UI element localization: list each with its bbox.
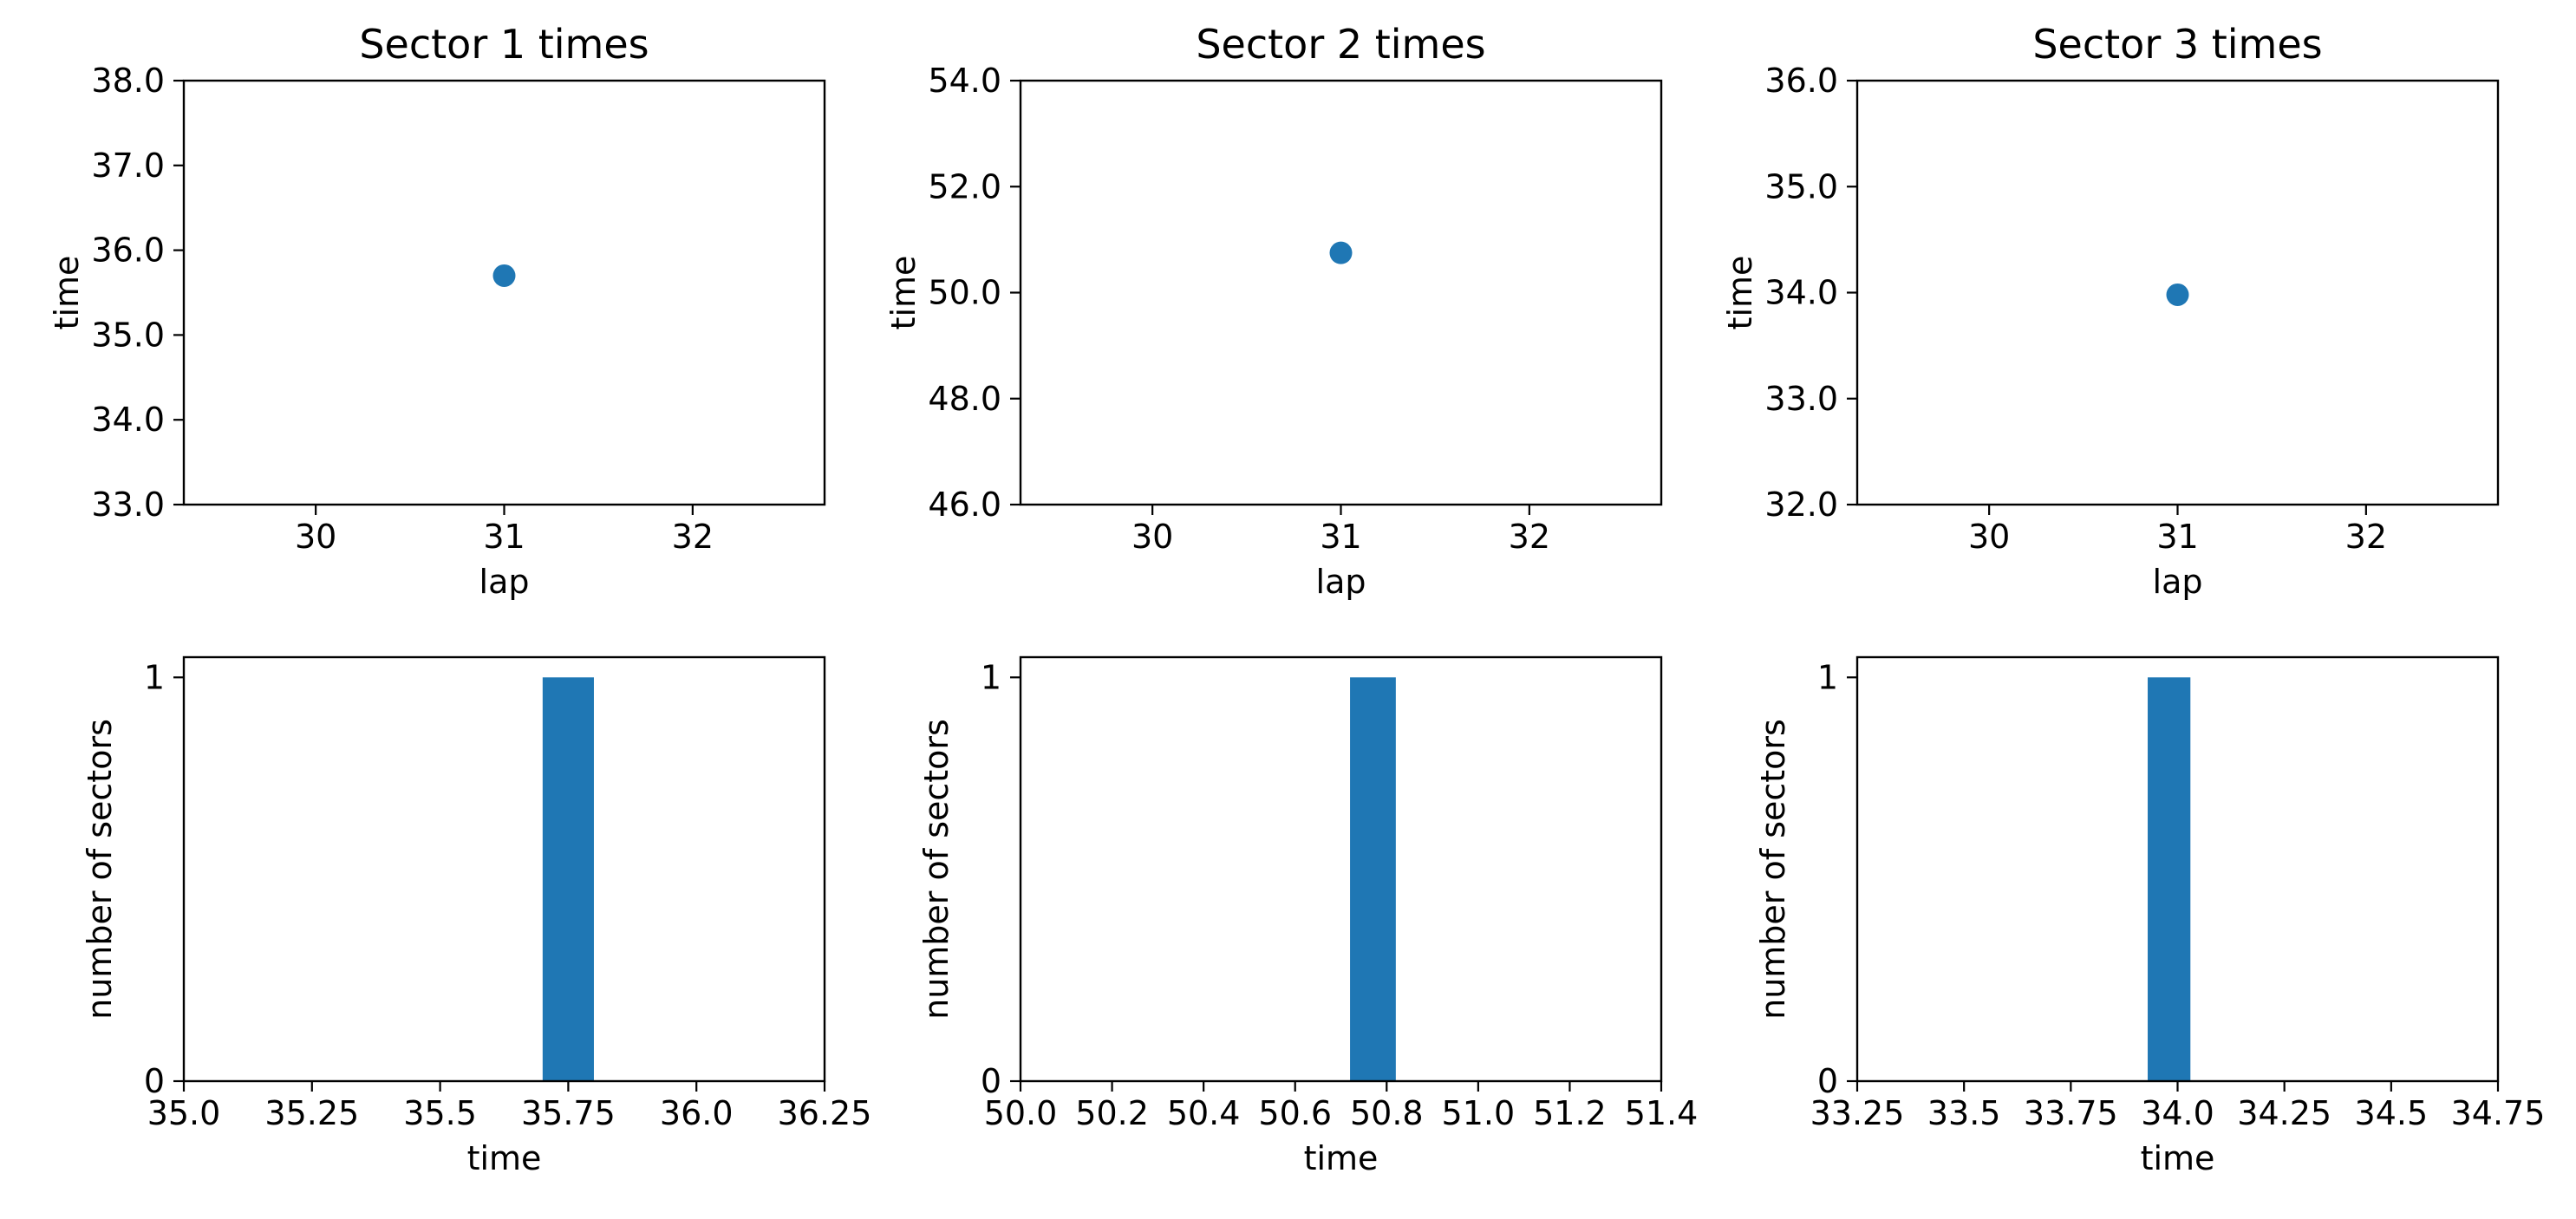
y-tick-label: 54.0	[928, 62, 1001, 100]
scatter-point	[1329, 241, 1353, 264]
x-tick-label: 35.25	[264, 1094, 359, 1132]
y-tick-label: 38.0	[91, 62, 165, 100]
x-axis-label: lap	[479, 563, 530, 601]
y-tick-label: 46.0	[928, 486, 1001, 524]
y-tick-label: 36.0	[1764, 62, 1838, 100]
x-tick-label: 36.25	[778, 1094, 872, 1132]
x-axis-label: time	[1304, 1139, 1379, 1177]
x-tick-label: 32	[2345, 518, 2387, 556]
y-tick-label: 0	[981, 1062, 1001, 1100]
y-axis-label: time	[884, 256, 923, 330]
x-tick-label: 50.6	[1258, 1094, 1332, 1132]
y-axis-label: number of sectors	[1754, 719, 1792, 1020]
histogram-bar	[542, 677, 594, 1081]
y-tick-label: 1	[1817, 658, 1838, 696]
y-tick-label: 52.0	[928, 167, 1001, 205]
chart-panel-3: 30 31 32 32.0 33.0 34.0 35.0 36.0 Sector 3 times…	[1721, 21, 2500, 601]
y-tick-label: 32.0	[1764, 486, 1838, 524]
x-axis-label: time	[2141, 1139, 2215, 1177]
x-axis-label: time	[467, 1139, 542, 1177]
y-tick-label: 35.0	[1764, 167, 1838, 205]
y-tick-label: 35.0	[91, 316, 165, 354]
x-tick-label: 33.75	[2024, 1094, 2118, 1132]
x-tick-label: 33.5	[1927, 1094, 2001, 1132]
x-tick-label: 51.0	[1442, 1094, 1516, 1132]
x-tick-label: 50.4	[1167, 1094, 1241, 1132]
chart-panel-6: 33.25 33.5 33.75 34.0 34.25 34.5 34.75 0 1 time nu…	[1754, 655, 2546, 1177]
y-tick-label: 0	[144, 1062, 165, 1100]
x-tick-label: 33.25	[1810, 1094, 1905, 1132]
x-tick-label: 50.8	[1350, 1094, 1424, 1132]
x-tick-label: 30	[1968, 518, 2010, 556]
x-tick-label: 36.0	[660, 1094, 734, 1132]
chart-title: Sector 3 times	[2032, 21, 2322, 68]
x-tick-label: 34.25	[2237, 1094, 2331, 1132]
x-tick-label: 51.2	[1533, 1094, 1607, 1132]
x-tick-label: 31	[1320, 518, 1361, 556]
scatter-point	[492, 264, 516, 287]
y-tick-label: 34.0	[91, 401, 165, 439]
x-tick-label: 34.0	[2141, 1094, 2214, 1132]
x-tick-label: 50.2	[1075, 1094, 1149, 1132]
y-tick-label: 1	[981, 658, 1001, 696]
x-tick-label: 35.0	[147, 1094, 221, 1132]
x-tick-label: 50.0	[984, 1094, 1058, 1132]
y-tick-label: 34.0	[1764, 274, 1838, 312]
x-tick-label: 30	[1131, 518, 1173, 556]
x-tick-label: 32	[672, 518, 714, 556]
y-axis-label: time	[48, 256, 86, 330]
x-tick-label: 32	[1509, 518, 1550, 556]
y-tick-label: 36.0	[91, 231, 165, 270]
chart-title: Sector 2 times	[1196, 21, 1485, 68]
x-tick-label: 34.75	[2451, 1094, 2546, 1132]
y-axis-label: time	[1721, 256, 1759, 330]
y-axis-label: number of sectors	[81, 719, 119, 1020]
y-axis-label: number of sectors	[917, 719, 955, 1020]
x-tick-label: 34.5	[2355, 1094, 2429, 1132]
y-tick-label: 48.0	[928, 380, 1001, 418]
axes-frame	[1019, 655, 1663, 1083]
x-axis-label: lap	[2153, 563, 2203, 601]
y-tick-label: 33.0	[91, 486, 165, 524]
chart-panel-1: 30 31 32 33.0 34.0 35.0 36.0 37.0 38.0 Sector 1 t…	[48, 21, 826, 601]
x-tick-label: 31	[483, 518, 525, 556]
chart-panel-4: 35.0 35.25 35.5 35.75 36.0 36.25 0 1 time number …	[81, 655, 872, 1177]
x-axis-label: lap	[1316, 563, 1366, 601]
axes-frame	[182, 655, 826, 1083]
histogram-bar	[2148, 677, 2191, 1081]
scatter-point	[2166, 283, 2189, 306]
x-tick-label: 31	[2156, 518, 2198, 556]
histogram-bar	[1350, 677, 1396, 1081]
chart-panel-5: 50.0 50.2 50.4 50.6 50.8 51.0 51.2 51.4 0 1 time nu…	[917, 655, 1699, 1177]
y-tick-label: 33.0	[1764, 380, 1838, 418]
y-tick-label: 50.0	[928, 274, 1001, 312]
x-tick-label: 35.5	[403, 1094, 477, 1132]
chart-title: Sector 1 times	[359, 21, 649, 68]
y-tick-label: 37.0	[91, 147, 165, 185]
x-tick-label: 51.4	[1625, 1094, 1699, 1132]
x-tick-label: 35.75	[521, 1094, 616, 1132]
y-tick-label: 1	[144, 658, 165, 696]
chart-panel-2: 30 31 32 46.0 48.0 50.0 52.0 54.0 Sector 2 times…	[884, 21, 1663, 601]
y-tick-label: 0	[1817, 1062, 1838, 1100]
x-tick-label: 30	[295, 518, 336, 556]
